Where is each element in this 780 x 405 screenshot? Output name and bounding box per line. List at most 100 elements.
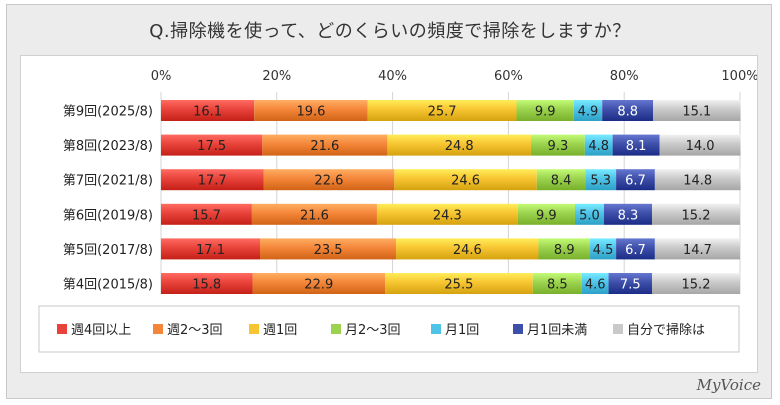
data-label: 16.1 [193,105,222,120]
chart-frame: Q.掃除機を使って、どのくらいの頻度で掃除をしますか？ 0% 20% 40% 60% 8… [6,4,772,399]
bar-segment [536,169,586,191]
bar-segment [654,169,741,191]
category-label: 第7回(2021/8) [63,174,153,189]
bar-segment [659,134,741,156]
legend-label: 週1回 [263,323,297,338]
chart-title: Q.掃除機を使って、どのくらいの頻度で掃除をしますか？ [149,21,631,42]
legend-swatch [513,324,523,334]
legend-label: 月1回未満 [527,323,587,338]
data-label: 5.0 [579,208,600,223]
data-label: 25.7 [428,105,457,120]
bar-segment [161,100,255,121]
data-label: 4.8 [588,139,609,154]
bar-segment [262,134,388,156]
data-label: 5.3 [590,174,611,189]
bar-segment [602,100,654,121]
bar-segment [376,203,518,225]
data-label: 24.8 [445,139,474,154]
data-label: 4.5 [593,243,614,258]
data-label: 24.6 [453,243,482,258]
legend-label: 月1回 [445,323,479,338]
x-tick-label: 20% [262,69,291,84]
bar-segment [260,238,397,260]
data-label: 8.4 [551,174,572,189]
bar-segment [585,169,617,191]
bar-segment [612,134,660,156]
bar-segment [651,273,740,294]
bar-segment [538,238,591,260]
bar-segment [396,238,539,260]
data-label: 14.8 [683,174,712,189]
bar-segment [590,238,617,260]
bar-segment [608,273,652,294]
category-label: 第9回(2025/8) [63,105,153,120]
data-label: 8.3 [618,208,639,223]
bar-segment [161,169,264,191]
data-label: 6.7 [625,174,646,189]
bar-segment [517,203,575,225]
data-label: 22.9 [304,278,333,293]
data-label: 19.6 [296,105,325,120]
data-label: 8.8 [617,105,638,120]
legend-swatch [153,324,163,334]
legend-label: 月2～3回 [345,323,401,338]
bar-segment [530,134,585,156]
bar-segment [254,100,368,121]
data-label: 22.6 [314,174,343,189]
data-label: 15.7 [192,208,221,223]
data-label: 17.7 [198,174,227,189]
chart-panel: 0% 20% 40% 60% 80% 100% 第9回(2025/8) 16.1 19.6 25.… [20,55,759,373]
bar-segment [263,169,395,191]
data-label: 8.5 [547,278,568,293]
legend-label: 自分で掃除は [627,322,705,338]
category-label: 第4回(2015/8) [63,278,153,293]
bar-segment [161,203,252,225]
bar-segment [584,134,613,156]
bar-segment [394,169,537,191]
bar-segment [581,273,609,294]
data-label: 9.9 [536,208,557,223]
legend-swatch [331,324,341,334]
x-tick-label: 40% [378,69,407,84]
bar-segment [574,203,604,225]
data-label: 24.3 [433,208,462,223]
bar-segment [251,203,377,225]
category-label: 第8回(2023/8) [63,139,153,154]
category-label: 第6回(2019/8) [63,208,153,223]
bar-segment [387,134,531,156]
stacked-bar-chart: 0% 20% 40% 60% 80% 100% 第9回(2025/8) 16.1 19.6 25.… [38,69,759,353]
data-label: 14.7 [683,243,712,258]
data-label: 8.9 [554,243,575,258]
bar-segment [573,100,603,121]
legend-swatch [613,324,623,334]
data-label: 9.3 [548,139,569,154]
legend-swatch [431,324,441,334]
bar-segment [616,169,655,191]
data-label: 14.0 [686,139,715,154]
data-label: 9.9 [535,105,556,120]
x-tick-label: 0% [151,69,172,84]
legend-label: 週4回以上 [71,323,131,338]
legend-swatch [249,324,259,334]
data-label: 23.5 [314,243,343,258]
bar-segment [161,134,263,156]
bar-segment [654,238,740,260]
legend-swatch [57,324,67,334]
data-label: 4.6 [585,278,606,293]
data-label: 7.5 [620,278,641,293]
data-label: 15.8 [192,278,221,293]
bar-segment [651,203,740,225]
x-tick-label: 60% [494,69,523,84]
category-label: 第5回(2017/8) [63,243,153,258]
bar-segment [653,100,741,121]
bar-segment [532,273,582,294]
data-label: 15.2 [682,208,711,223]
data-label: 6.7 [625,243,646,258]
data-label: 4.9 [578,105,599,120]
data-label: 17.5 [197,139,226,154]
data-label: 21.6 [300,208,329,223]
bar-segment [252,273,386,294]
bar-segment [616,238,655,260]
bar-segment [603,203,652,225]
bar-segment [516,100,574,121]
